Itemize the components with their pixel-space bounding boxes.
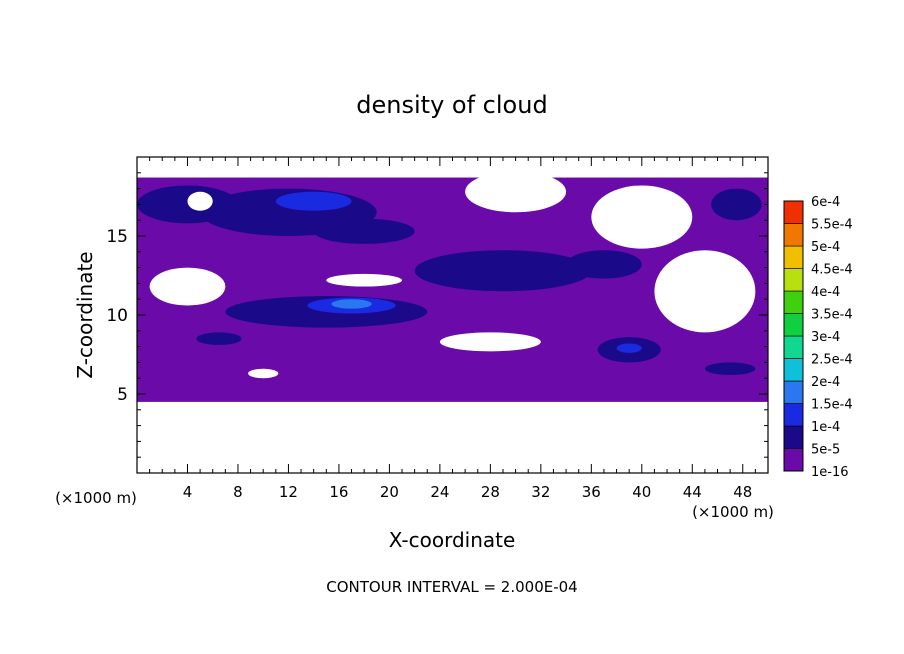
colorbar-swatch-7 — [783, 290, 804, 314]
clear-air-gap-3 — [149, 267, 226, 306]
colorbar-swatch-4 — [783, 358, 804, 382]
colorbar-swatch-6 — [783, 313, 804, 337]
density-region-3 — [313, 218, 415, 244]
cloud-density-regions — [137, 185, 762, 376]
x-tick-label-5: 24 — [430, 483, 449, 501]
density-region-5 — [566, 250, 642, 279]
density-region-8 — [331, 299, 372, 309]
chart-title: density of cloud — [356, 91, 547, 119]
clear-air-gap-2 — [654, 250, 756, 333]
colorbar-swatch-11 — [783, 200, 804, 224]
y-axis-ticks: 5 10 15 — [106, 172, 768, 458]
colorbar-level-label-7: 3.5e-4 — [811, 308, 853, 323]
colorbar-level-label-4: 2e-4 — [811, 375, 840, 390]
x-tick-label-8: 36 — [582, 483, 601, 501]
x-tick-label-2: 12 — [279, 483, 298, 501]
colorbar-level-label-3: 1.5e-4 — [811, 398, 853, 413]
colorbar-level-label-5: 2.5e-4 — [811, 353, 853, 368]
x-tick-label-1: 8 — [233, 483, 243, 501]
x-unit-label-left: (×1000 m) — [55, 489, 137, 507]
colorbar-swatch-3 — [783, 380, 804, 404]
x-tick-label-10: 44 — [683, 483, 702, 501]
cloud-gaps — [149, 171, 756, 379]
contour-interval-footer: CONTOUR INTERVAL = 2.000E-04 — [326, 578, 577, 596]
colorbar-swatch-9 — [783, 245, 804, 269]
clear-air-gap-1 — [591, 185, 693, 249]
colorbar-level-label-10: 5e-4 — [811, 240, 840, 255]
colorbar-swatch-1 — [783, 425, 804, 449]
colorbar-frame — [783, 200, 804, 472]
x-tick-label-4: 20 — [380, 483, 399, 501]
y-tick-label-2: 15 — [106, 227, 128, 247]
x-tick-label-0: 4 — [183, 483, 193, 501]
density-region-11 — [616, 343, 642, 353]
x-tick-label-6: 28 — [481, 483, 500, 501]
clear-air-gap-6 — [187, 191, 213, 211]
density-region-12 — [704, 362, 756, 376]
colorbar-level-label-12: 6e-4 — [811, 195, 840, 210]
colorbar-level-label-9: 4.5e-4 — [811, 263, 853, 278]
x-axis-label: X-coordinate — [389, 528, 516, 552]
density-region-9 — [196, 332, 242, 346]
clear-air-gap-7 — [248, 368, 279, 379]
colorbar-swatch-10 — [783, 223, 804, 247]
density-region-2 — [275, 191, 352, 211]
y-tick-label-1: 10 — [106, 306, 128, 326]
colorbar-level-label-8: 4e-4 — [811, 285, 840, 300]
colorbar-level-label-1: 5e-5 — [811, 443, 840, 458]
colorbar-level-label-6: 3e-4 — [811, 330, 840, 345]
density-region-4 — [414, 250, 592, 292]
colorbar-swatch-0 — [783, 448, 804, 472]
x-axis-ticks: 4 8 12 16 20 24 28 32 36 40 44 48 — [149, 157, 756, 501]
colorbar: 1e-16 5e-5 1e-4 1.5e-4 2e-4 2.5e-4 3e-4 3.5e-4 4… — [783, 195, 853, 480]
y-axis-label: Z-coordinate — [73, 251, 97, 378]
colorbar-level-label-2: 1e-4 — [811, 420, 840, 435]
x-unit-label-right: (×1000 m) — [692, 503, 774, 521]
x-tick-label-9: 40 — [632, 483, 651, 501]
x-tick-label-11: 48 — [733, 483, 752, 501]
colorbar-swatch-2 — [783, 403, 804, 427]
clear-air-gap-0 — [465, 171, 567, 213]
density-region-13 — [711, 188, 762, 221]
y-tick-label-0: 5 — [117, 385, 128, 405]
x-tick-label-3: 16 — [329, 483, 348, 501]
clear-air-gap-4 — [439, 332, 541, 352]
colorbar-swatch-8 — [783, 268, 804, 292]
x-tick-label-7: 32 — [531, 483, 550, 501]
colorbar-level-label-11: 5.5e-4 — [811, 218, 853, 233]
clear-air-gap-5 — [326, 273, 403, 287]
plot-area — [137, 171, 768, 402]
colorbar-level-label-0: 1e-16 — [811, 465, 849, 480]
colorbar-swatch-5 — [783, 335, 804, 359]
